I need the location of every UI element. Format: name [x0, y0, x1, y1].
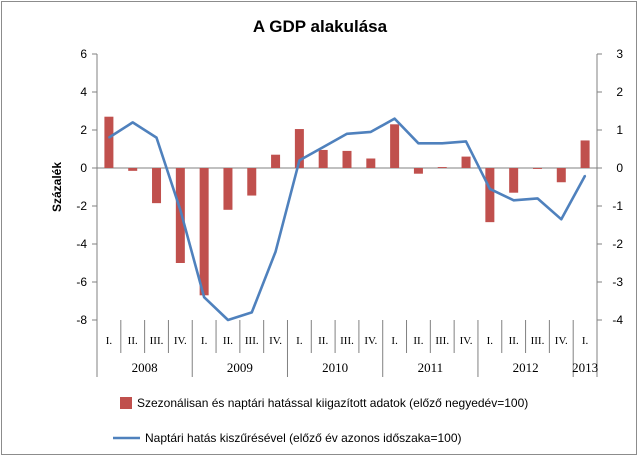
- line-point-14: [441, 142, 444, 145]
- line-point-17: [512, 199, 515, 202]
- bar-17: [509, 168, 519, 193]
- bar-4: [199, 168, 209, 296]
- year-label: 2011: [418, 360, 444, 375]
- category-label: IV.: [174, 335, 187, 347]
- line-series: [108, 117, 587, 322]
- bar-0: [104, 116, 114, 168]
- bar-10: [342, 150, 352, 168]
- year-label: 2008: [132, 360, 158, 375]
- left-tick-label: 2: [80, 123, 87, 137]
- line-point-8: [298, 159, 301, 162]
- bar-14: [437, 167, 447, 168]
- category-label: I.: [391, 335, 398, 347]
- right-tick-label: -3: [612, 275, 623, 289]
- left-tick-label: -6: [76, 275, 87, 289]
- line-point-6: [250, 311, 253, 314]
- bar-5: [223, 168, 233, 210]
- category-label: I.: [106, 335, 113, 347]
- category-label: I.: [582, 335, 589, 347]
- right-tick-label: -1: [612, 199, 623, 213]
- bar-8: [294, 129, 304, 168]
- left-tick-label: -8: [76, 313, 87, 327]
- bar-6: [247, 168, 257, 196]
- category-label: III.: [531, 335, 545, 347]
- legend: Szezonálisan és naptári hatással kiigazí…: [113, 396, 528, 445]
- category-label: III.: [245, 335, 259, 347]
- bar-12: [390, 124, 400, 168]
- category-label: IV.: [364, 335, 377, 347]
- legend-line-label: Naptári hatás kiszűrésével (előző év azo…: [145, 431, 462, 445]
- line-point-13: [417, 142, 420, 145]
- bar-13: [413, 168, 423, 174]
- bar-9: [318, 149, 328, 168]
- category-label: IV.: [555, 335, 568, 347]
- category-label: I.: [487, 335, 494, 347]
- category-label: IV.: [269, 335, 282, 347]
- category-label: III.: [435, 335, 449, 347]
- line-point-3: [179, 209, 182, 211]
- left-tick-label: -2: [76, 199, 87, 213]
- category-label: IV.: [460, 335, 473, 347]
- line-point-19: [560, 218, 563, 221]
- left-tick-label: -4: [76, 237, 87, 251]
- line-point-15: [465, 140, 467, 143]
- bar-7: [271, 154, 281, 168]
- right-tick-label: 0: [616, 161, 623, 175]
- category-label: I.: [296, 335, 303, 347]
- line-point-4: [203, 296, 205, 299]
- bar-3: [175, 168, 185, 263]
- right-tick-label: 3: [616, 47, 623, 61]
- y-axis-label: Százalék: [50, 162, 64, 212]
- category-label: II.: [509, 335, 519, 347]
- left-tick-label: 0: [80, 161, 87, 175]
- left-tick-label: 4: [80, 85, 87, 99]
- category-label: II.: [413, 335, 423, 347]
- right-tick-label: 1: [616, 123, 623, 137]
- category-label: I.: [201, 335, 208, 347]
- category-label: II.: [318, 335, 328, 347]
- bar-20: [580, 140, 590, 168]
- year-label: 2012: [513, 360, 539, 375]
- line-point-11: [370, 131, 372, 133]
- right-tick-label: 2: [616, 85, 623, 99]
- axes: 6 4 2 0 -2 -4 -6 -8 3 2 1 0 -1 -2 -3 -4 I. II. III. IV. I. II…: [76, 47, 623, 377]
- left-tick-label: 6: [80, 47, 87, 61]
- line-point-12: [393, 117, 396, 120]
- bar-15: [461, 156, 471, 168]
- chart-title: A GDP alakulása: [253, 17, 388, 36]
- line-point-18: [536, 197, 539, 200]
- category-label: II.: [223, 335, 233, 347]
- bar-2: [152, 168, 162, 204]
- legend-bar-label: Szezonálisan és naptári hatással kiigazí…: [137, 396, 528, 410]
- right-tick-label: -2: [612, 237, 623, 251]
- line-point-9: [322, 146, 324, 148]
- line-point-5: [227, 319, 229, 321]
- bar-1: [128, 168, 138, 171]
- line-point-10: [346, 133, 348, 135]
- category-label: III.: [150, 335, 164, 347]
- year-label: 2009: [227, 360, 253, 375]
- legend-bar-swatch: [120, 397, 132, 409]
- line-point-0: [108, 136, 110, 139]
- bar-11: [366, 158, 376, 168]
- right-tick-label: -4: [612, 313, 623, 327]
- year-label: 2013: [572, 360, 598, 375]
- category-label: II.: [128, 335, 138, 347]
- line-point-16: [489, 188, 491, 190]
- bar-16: [485, 168, 495, 223]
- line-point-20: [584, 174, 586, 177]
- bar-series: [104, 116, 590, 296]
- line-point-2: [155, 136, 158, 139]
- bar-18: [532, 168, 542, 169]
- line-point-1: [131, 121, 134, 124]
- line-point-7: [274, 250, 277, 253]
- bar-19: [556, 168, 566, 183]
- category-label: III.: [340, 335, 354, 347]
- year-label: 2010: [322, 360, 348, 375]
